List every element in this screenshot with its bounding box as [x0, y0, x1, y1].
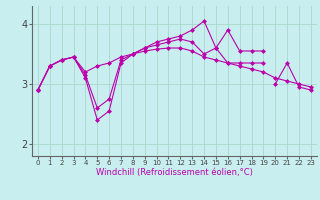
X-axis label: Windchill (Refroidissement éolien,°C): Windchill (Refroidissement éolien,°C): [96, 168, 253, 177]
